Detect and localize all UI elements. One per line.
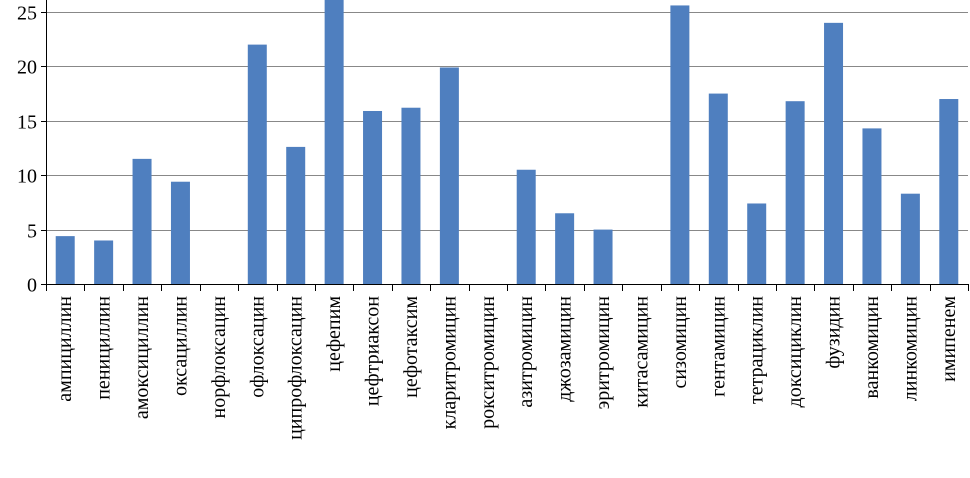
bar <box>593 229 613 284</box>
x-tick-label: оксациллин <box>169 296 191 396</box>
x-tick-label: тетрациклин <box>746 296 768 404</box>
bar <box>670 5 690 284</box>
bar <box>401 107 421 284</box>
y-tick-label: 10 <box>17 166 37 188</box>
x-tick-label: сизомицин <box>669 296 691 389</box>
y-tick-label: 15 <box>17 112 37 134</box>
x-tick-label: цефотаксим <box>400 296 422 398</box>
bar <box>708 93 728 284</box>
x-tick-label: норфлоксацин <box>208 296 230 419</box>
axes <box>41 0 969 291</box>
bar <box>785 101 805 284</box>
bar <box>170 181 190 284</box>
bar <box>555 213 575 284</box>
x-tick-label: кларитромицин <box>438 296 460 430</box>
x-tick-label: ампициллин <box>54 296 76 402</box>
x-tick-label: эритромицин <box>592 296 614 410</box>
x-tick-label: офлоксацин <box>246 296 268 398</box>
bars <box>55 0 959 285</box>
bar <box>363 110 383 285</box>
bar <box>439 67 459 285</box>
x-tick-label: доксициклин <box>784 296 806 408</box>
bar <box>286 146 306 284</box>
bar <box>939 99 959 285</box>
x-tick-label: ципрофлоксацин <box>285 296 307 440</box>
bar <box>132 158 152 284</box>
y-tick-label: 0 <box>27 275 37 297</box>
x-tick-label: джозамицин <box>554 296 576 402</box>
x-tick-label: рокситромицин <box>477 296 499 429</box>
x-tick-label: китасамицин <box>630 296 652 408</box>
x-tick-label: цефепим <box>323 296 345 372</box>
bar <box>516 169 536 284</box>
bar <box>900 193 920 284</box>
bar <box>324 0 344 284</box>
x-tick-label: имипенем <box>938 296 960 382</box>
y-tick-label: 25 <box>17 3 37 25</box>
bar <box>824 22 844 284</box>
bar <box>94 240 114 284</box>
x-tick-label: гентамицин <box>707 296 729 397</box>
x-tick-label: цефтриаксон <box>362 296 384 406</box>
x-tick-label: линкомицин <box>899 296 921 401</box>
y-tick-labels: 0 5 10 15 20 25 <box>17 3 37 297</box>
gridlines <box>46 12 968 231</box>
y-tick-label: 20 <box>17 57 37 79</box>
x-tick-label: фузидин <box>823 296 845 369</box>
x-tick-label: пенициллин <box>93 296 115 400</box>
y-tick-label: 5 <box>27 221 37 243</box>
x-tick-label: амоксициллин <box>131 296 153 419</box>
x-tick-label: ванкомицин <box>861 296 883 399</box>
x-tick-label: азитромицин <box>515 296 537 408</box>
bar <box>247 44 267 284</box>
x-tick-labels: ампициллин пенициллин амоксициллин оксацилл… <box>54 296 960 440</box>
bar <box>55 236 75 284</box>
bar <box>862 128 882 284</box>
bar <box>747 203 767 284</box>
